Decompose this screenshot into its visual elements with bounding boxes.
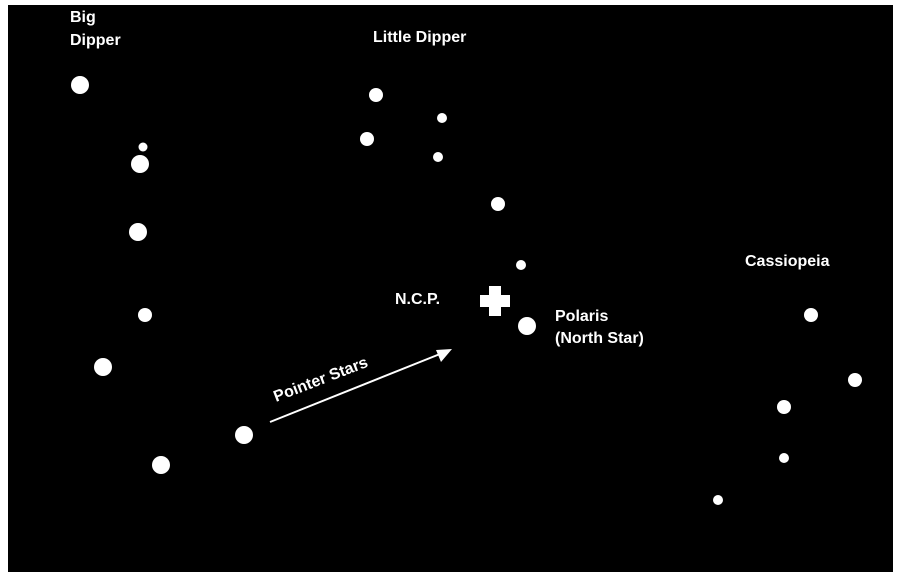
label: Cassiopeia [745,253,830,270]
arrow-head [436,349,452,362]
star [131,155,149,173]
star [518,317,536,335]
label: Dipper [70,32,121,49]
star [713,495,723,505]
star [94,358,112,376]
label: (North Star) [555,330,644,347]
ncp-cross [480,286,510,316]
star [71,76,89,94]
star [129,223,147,241]
sky [8,5,893,572]
pointer-arrow [269,349,452,423]
star [152,456,170,474]
star [777,400,791,414]
cassiopeia-stars [713,308,862,505]
label: N.C.P. [395,291,440,308]
label: Big [70,9,96,26]
label: Little Dipper [373,29,466,46]
arrow-line [269,353,441,423]
star [491,197,505,211]
star [516,260,526,270]
star [804,308,818,322]
star [138,308,152,322]
star [433,152,443,162]
star [369,88,383,102]
star [437,113,447,123]
big-dipper-stars [71,76,253,474]
star [235,426,253,444]
star [138,142,148,152]
star [779,453,789,463]
label: Polaris [555,308,608,325]
star [848,373,862,387]
star [360,132,374,146]
little-dipper-stars [360,88,536,335]
